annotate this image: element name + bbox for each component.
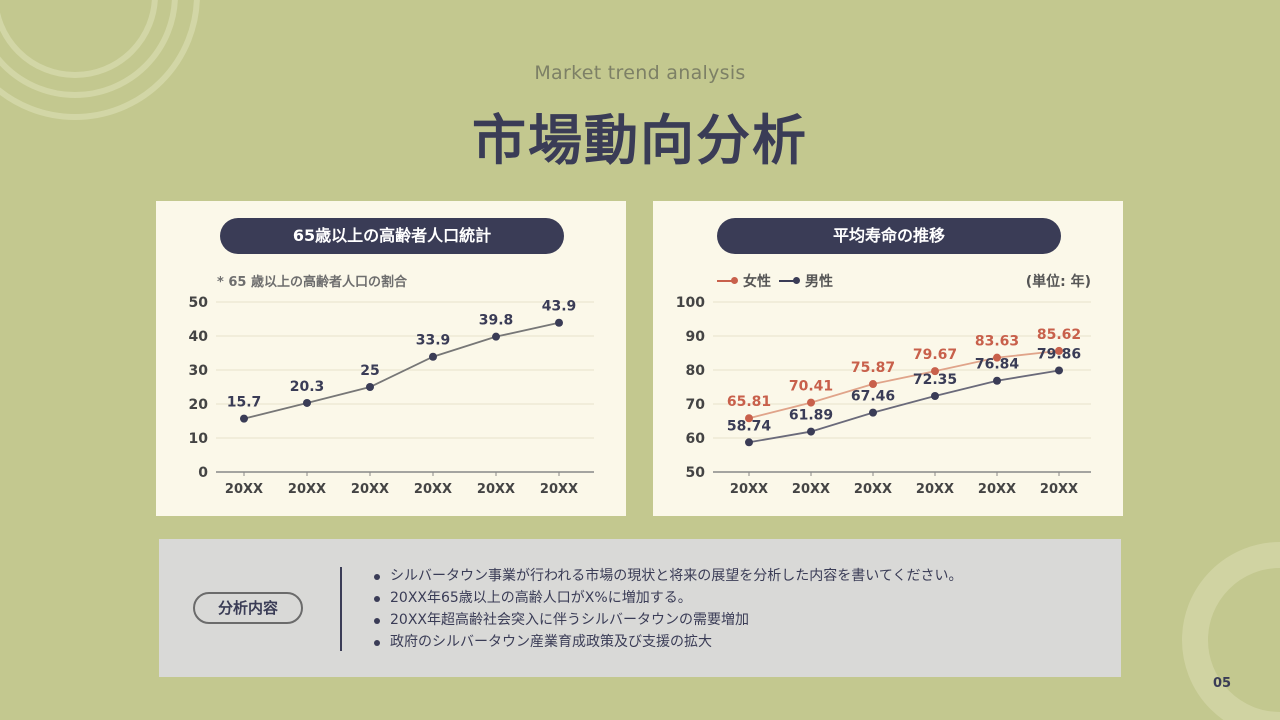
series-line-0 — [748, 349, 1060, 420]
y-tick-label: 30 — [189, 363, 209, 379]
analysis-box: 分析内容 シルバータウン事業が行われる市場の現状と将来の展望を分析した内容を書い… — [159, 539, 1121, 677]
x-tick-label: 20XX — [1040, 482, 1078, 497]
series-line-1 — [748, 369, 1060, 444]
analysis-tag: 分析内容 — [193, 592, 303, 624]
analysis-bullet: シルバータウン事業が行われる市場の現状と将来の展望を分析した内容を書いてください… — [372, 565, 962, 587]
data-point — [429, 352, 437, 361]
data-point — [492, 332, 500, 341]
data-label: 67.46 — [851, 389, 895, 405]
data-point — [869, 408, 877, 417]
chart-unit-label: (単位: 年) — [1025, 274, 1091, 290]
data-label: 79.67 — [913, 347, 957, 363]
data-label: 15.7 — [227, 395, 262, 411]
y-tick-label: 100 — [676, 295, 705, 311]
y-tick-label: 90 — [686, 329, 706, 345]
data-point — [366, 383, 374, 391]
x-tick-label: 20XX — [792, 482, 830, 497]
data-label: 70.41 — [789, 379, 833, 395]
analysis-bullet: 政府のシルバータウン産業育成政策及び支援の拡大 — [372, 631, 962, 653]
data-label: 39.8 — [479, 313, 514, 329]
chart-title-pill: 平均寿命の推移 — [717, 218, 1061, 254]
x-tick-label: 20XX — [978, 482, 1016, 497]
chart-title-pill: 65歳以上の高齢者人口統計 — [220, 218, 564, 254]
series-line-0 — [243, 321, 560, 420]
x-tick-label: 20XX — [351, 482, 389, 497]
legend-item-male: 男性 — [779, 271, 833, 291]
y-tick-label: 0 — [198, 465, 208, 481]
data-label: 79.86 — [1037, 346, 1081, 362]
data-point — [869, 380, 877, 389]
x-tick-label: 20XX — [730, 482, 768, 497]
x-tick-label: 20XX — [540, 482, 578, 497]
data-label: 65.81 — [727, 394, 771, 410]
data-point — [931, 392, 939, 401]
data-point — [745, 438, 753, 447]
legend-item-female: 女性 — [717, 271, 771, 291]
y-tick-label: 20 — [189, 397, 209, 413]
page-title: 市場動向分析 — [472, 109, 808, 172]
data-label: 83.63 — [975, 334, 1019, 350]
page-subtitle: Market trend analysis — [534, 62, 746, 84]
elderly-population-line-chart: 0 10 20 30 40 50 20XX 20XX 20XX 20XX 20XX 20XX 15.7 2… — [189, 295, 594, 497]
life-expectancy-line-chart: 50 60 70 80 90 100 20XX 20XX 20XX 20XX 20XX 20XX 65.… — [676, 295, 1091, 497]
legend-female-swatch — [717, 277, 738, 284]
data-point — [807, 427, 815, 436]
data-point — [931, 367, 939, 376]
data-point — [993, 353, 1001, 362]
data-label: 61.89 — [789, 408, 833, 424]
data-label: 85.62 — [1037, 327, 1081, 343]
chart-legend: 女性 男性 — [717, 271, 841, 291]
y-tick-label: 10 — [189, 431, 209, 447]
data-point — [303, 398, 311, 407]
legend-male-swatch — [779, 277, 800, 284]
x-tick-label: 20XX — [477, 482, 515, 497]
data-label: 58.74 — [727, 418, 772, 434]
data-label: 72.35 — [913, 372, 957, 388]
y-tick-label: 50 — [686, 465, 706, 481]
legend-female-label: 女性 — [743, 274, 771, 290]
data-label: 25 — [360, 363, 379, 379]
y-tick-label: 50 — [189, 295, 209, 311]
x-tick-label: 20XX — [854, 482, 892, 497]
decorative-rings-top-left — [0, 0, 200, 120]
data-label: 20.3 — [290, 379, 325, 395]
data-point — [240, 414, 248, 423]
data-point — [1055, 346, 1063, 355]
x-tick-label: 20XX — [225, 482, 263, 497]
analysis-bullet-list: シルバータウン事業が行われる市場の現状と将来の展望を分析した内容を書いてください… — [372, 565, 962, 653]
data-point — [993, 376, 1001, 385]
data-label: 75.87 — [851, 360, 895, 376]
analysis-divider — [340, 567, 342, 651]
data-point — [807, 398, 815, 407]
y-tick-label: 40 — [189, 329, 209, 345]
y-tick-label: 80 — [686, 363, 706, 379]
data-point — [1055, 366, 1063, 375]
chart-note: * 65 歳以上の高齢者人口の割合 — [217, 275, 407, 290]
x-tick-label: 20XX — [414, 482, 452, 497]
data-point — [745, 414, 753, 423]
data-label: 33.9 — [416, 333, 451, 349]
analysis-bullet: 20XX年超高齢社会突入に伴うシルバータウンの需要増加 — [372, 609, 962, 631]
elderly-population-chart-panel: 65歳以上の高齢者人口統計 * 65 歳以上の高齢者人口の割合 0 10 20 30 4… — [156, 201, 626, 516]
page-number: 05 — [1213, 676, 1232, 691]
legend-male-label: 男性 — [805, 274, 833, 290]
data-label: 76.84 — [975, 357, 1020, 373]
y-tick-label: 60 — [686, 431, 706, 447]
data-point — [555, 318, 563, 327]
decorative-ring-bottom-right — [1182, 542, 1280, 720]
x-tick-label: 20XX — [916, 482, 954, 497]
x-tick-label: 20XX — [288, 482, 326, 497]
analysis-bullet: 20XX年65歳以上の高齢人口がX%に増加する。 — [372, 587, 962, 609]
y-tick-label: 70 — [686, 397, 706, 413]
data-label: 43.9 — [542, 299, 577, 315]
life-expectancy-chart-panel: 平均寿命の推移 女性 男性 (単位: 年) 50 60 70 80 90 100 20XX 2… — [653, 201, 1123, 516]
